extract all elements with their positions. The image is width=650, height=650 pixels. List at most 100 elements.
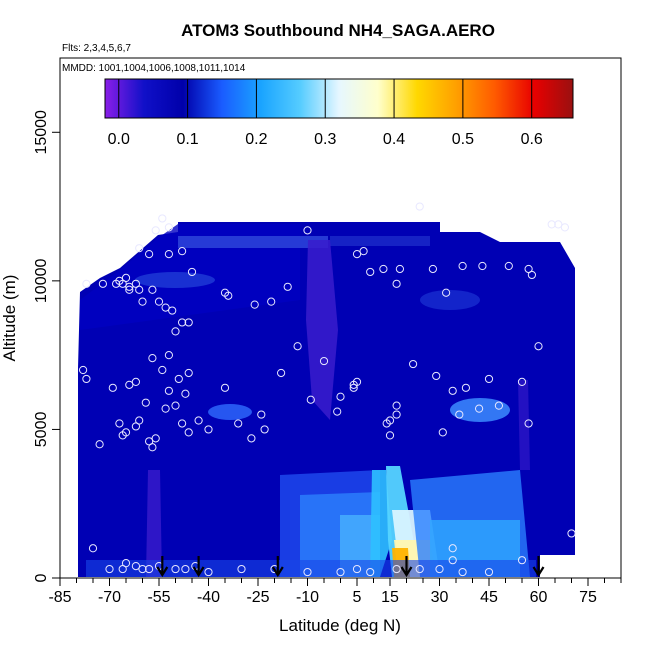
sample-point — [517, 556, 527, 565]
x-tick-label: 60 — [530, 589, 548, 606]
sample-point — [148, 443, 157, 452]
sample-point — [494, 401, 503, 410]
x-tick-label: -70 — [98, 589, 121, 606]
sample-point — [352, 250, 362, 259]
heatmap-plume-left — [370, 470, 392, 577]
sample-point — [151, 226, 160, 235]
profile-arrow — [400, 556, 413, 578]
sample-point — [333, 407, 342, 416]
sample-point — [379, 264, 388, 274]
sample-point — [105, 564, 114, 574]
sample-point — [461, 383, 470, 392]
sample-point — [131, 562, 140, 571]
sample-point — [154, 297, 164, 306]
sample-point — [484, 567, 494, 577]
sample-point — [534, 342, 543, 351]
sample-point — [283, 282, 292, 291]
sample-point — [303, 226, 312, 235]
sample-point — [88, 544, 98, 553]
sample-point — [151, 434, 160, 443]
sample-point — [260, 425, 269, 434]
sample-point — [164, 386, 173, 395]
sample-point — [220, 383, 230, 392]
sample-point — [135, 244, 144, 253]
sample-point — [171, 564, 180, 574]
sample-point — [352, 564, 362, 574]
heatmap-light-stripe — [178, 236, 328, 248]
y-axis-label: Altitude (m) — [0, 275, 19, 362]
heatmap-purple-south — [146, 470, 162, 577]
sample-points — [79, 202, 576, 577]
x-tick-label: 75 — [579, 589, 597, 606]
sample-point — [524, 419, 533, 428]
profile-arrow — [271, 556, 284, 578]
sample-point — [257, 410, 266, 419]
heatmap-blob-4 — [420, 290, 480, 310]
sample-point — [409, 359, 418, 369]
sample-point — [438, 428, 447, 437]
sample-point — [458, 567, 467, 577]
sample-point — [277, 368, 286, 378]
sample-point — [171, 401, 180, 410]
sample-point — [428, 264, 437, 274]
sample-point — [224, 291, 233, 300]
sample-point — [138, 564, 147, 574]
colorbar — [104, 78, 574, 119]
sample-point — [158, 214, 167, 223]
x-tick-label: -10 — [296, 589, 319, 606]
sample-point — [306, 395, 315, 404]
sample-point — [293, 342, 302, 351]
sample-point — [442, 288, 451, 297]
sample-point — [82, 279, 91, 288]
sample-point — [250, 300, 259, 309]
sample-point — [82, 374, 91, 384]
sample-point — [174, 374, 183, 384]
sample-point — [125, 380, 134, 389]
sample-point — [237, 564, 246, 574]
flights-label: Flts: 2,3,4,5,6,7 — [62, 43, 131, 54]
sample-point — [554, 220, 563, 229]
heatmap-layer — [78, 205, 575, 577]
sample-point — [547, 220, 556, 229]
colorbar-tick-label: 0.4 — [383, 131, 405, 148]
sample-point — [138, 297, 147, 306]
x-tick-label: 15 — [381, 589, 399, 606]
sample-point — [267, 297, 276, 306]
sample-point — [435, 564, 444, 574]
sample-point — [178, 247, 187, 256]
sample-point — [359, 247, 368, 256]
sample-point — [319, 356, 329, 366]
sample-point — [247, 434, 256, 443]
sample-point — [475, 404, 484, 413]
heatmap-blob-2 — [450, 398, 510, 422]
sample-point — [178, 419, 187, 428]
sample-point — [171, 327, 180, 336]
profile-arrow — [192, 556, 205, 578]
x-tick-label: 5 — [353, 589, 362, 606]
sample-point — [448, 556, 457, 565]
sample-point — [125, 282, 134, 291]
y-tick-label: 15000 — [33, 110, 50, 155]
sample-point — [385, 431, 395, 440]
x-tick-label: -40 — [197, 589, 220, 606]
heatmap-gap-north — [540, 555, 575, 577]
sample-point — [478, 261, 487, 271]
sample-point — [131, 279, 140, 288]
sample-point — [366, 567, 375, 577]
x-tick-label: 45 — [480, 589, 498, 606]
sample-point — [392, 564, 401, 574]
sample-point — [161, 303, 170, 312]
sample-point — [567, 529, 576, 538]
sample-point — [184, 428, 193, 437]
sample-point — [131, 377, 140, 386]
sample-point — [115, 419, 124, 428]
heatmap-stripe-2 — [330, 236, 430, 246]
sample-point — [158, 365, 167, 375]
sample-point — [164, 223, 173, 232]
sample-point — [527, 270, 537, 280]
sample-point — [234, 419, 243, 428]
sample-point — [204, 567, 213, 577]
sample-point — [392, 410, 401, 419]
sample-point — [125, 285, 134, 294]
